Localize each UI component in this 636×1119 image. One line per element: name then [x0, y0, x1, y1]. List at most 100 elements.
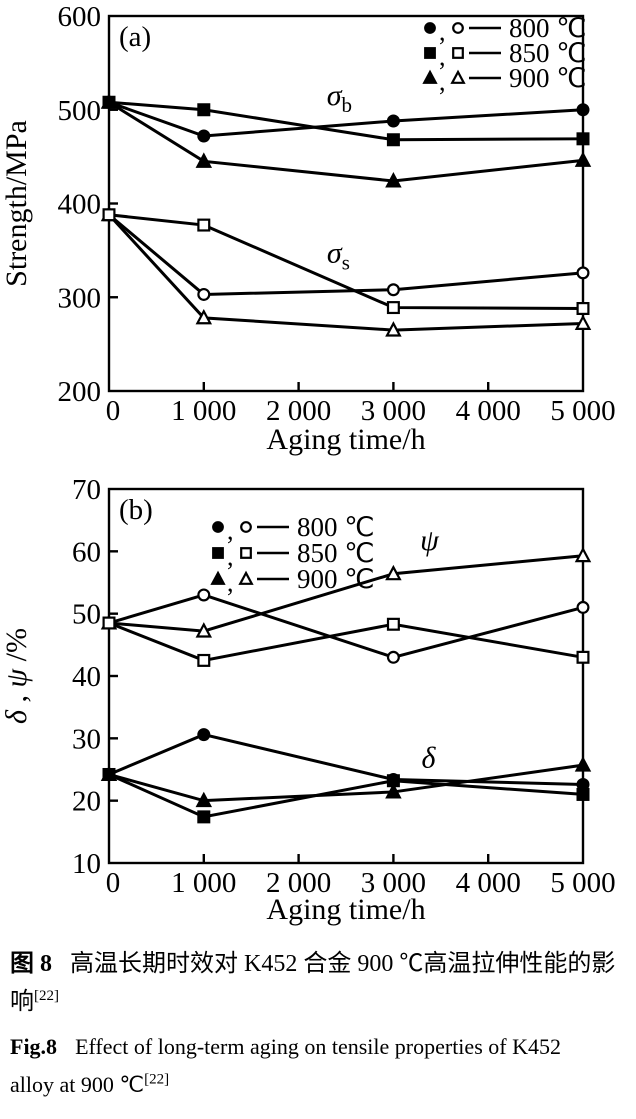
legend-marker-filled-triangle	[422, 69, 438, 84]
data-point-open-triangle	[574, 546, 592, 563]
legend-marker-filled-square	[424, 47, 436, 59]
x-axis-title: Aging time/h	[266, 423, 425, 456]
legend-marker-filled-square	[212, 547, 224, 559]
series-line	[108, 773, 584, 819]
data-point-filled-square	[197, 810, 211, 824]
data-point-filled-square	[386, 133, 400, 147]
legend-label: 800 ℃	[509, 13, 587, 43]
series-line	[108, 621, 584, 662]
data-point-filled-square	[197, 103, 211, 117]
series-line	[108, 763, 584, 803]
legend-comma: ,	[227, 516, 234, 545]
series-line	[108, 213, 584, 310]
x-tick-label: 1 000	[171, 395, 236, 427]
x-tick-label: 3 000	[361, 395, 426, 427]
legend-comma: ,	[439, 42, 446, 71]
legend-comma: ,	[227, 542, 234, 571]
y-tick-label: 10	[72, 848, 101, 880]
figure-caption: 图 8 高温长期时效对 K452 合金 900 ℃高温拉伸性能的影 响[22] F…	[10, 945, 632, 1104]
data-point-open-triangle	[195, 308, 213, 325]
caption-cn-figure-label: 图 8	[10, 951, 52, 977]
data-point-filled-triangle	[574, 151, 592, 167]
series-line	[108, 733, 584, 786]
y-tick-label: 60	[72, 536, 101, 568]
x-axis-title: Aging time/h	[266, 893, 425, 926]
series-line	[108, 100, 584, 138]
curve-group-label: δ	[421, 742, 436, 775]
series-line	[108, 554, 584, 633]
y-axis-title: Strength/MPa	[0, 120, 33, 287]
legend-marker-filled-circle	[424, 22, 436, 34]
x-tick-label: 1 000	[171, 867, 236, 899]
legend-marker-open-triangle	[238, 570, 254, 585]
y-tick-label: 300	[58, 282, 102, 314]
y-tick-label: 40	[72, 661, 101, 693]
caption-en-figure-label: Fig.8	[10, 1034, 58, 1059]
y-tick-label: 600	[58, 1, 102, 33]
data-point-filled-triangle	[574, 756, 592, 772]
data-point-filled-circle	[197, 129, 211, 143]
data-point-open-circle	[576, 266, 590, 280]
x-tick-label: 2 000	[266, 867, 331, 899]
legend-marker-open-square	[452, 47, 464, 59]
legend-marker-filled-triangle	[210, 570, 226, 585]
series-line	[107, 213, 584, 332]
y-tick-label: 30	[72, 723, 101, 755]
x-tick-label: 0	[106, 867, 121, 899]
data-point-filled-square	[102, 767, 116, 781]
data-point-filled-triangle	[195, 152, 213, 168]
y-tick-label: 500	[58, 95, 102, 127]
data-point-filled-triangle	[195, 791, 213, 808]
chart-panel-a-strength: 200 300 400 500 600 0 1 000 2 000 3 000 4 000 5 00…	[0, 0, 636, 456]
data-point-open-circle	[386, 283, 400, 297]
x-tick-label: 4 000	[456, 395, 521, 427]
y-axis-title: δ , ψ /%	[0, 628, 33, 724]
data-point-open-circle	[197, 588, 211, 602]
x-tick-label: 0	[106, 395, 121, 427]
series-line	[108, 593, 584, 659]
legend-comma: ,	[227, 568, 234, 597]
data-point-filled-circle	[197, 728, 211, 742]
data-point-open-square	[576, 650, 590, 664]
caption-en-text-cont: alloy at 900 ℃	[10, 1072, 145, 1097]
panel-label: (b)	[119, 494, 153, 526]
data-point-filled-triangle	[385, 172, 402, 188]
legend-comma: ,	[439, 67, 446, 96]
data-point-open-triangle	[385, 321, 402, 337]
legend-marker-open-square	[240, 547, 252, 559]
legend-marker-filled-circle	[212, 521, 224, 533]
data-point-filled-square	[576, 787, 590, 801]
caption-cn-line2: 响[22]	[10, 983, 632, 1021]
curve-group-label: ψ	[420, 524, 440, 557]
data-point-filled-square	[102, 95, 116, 109]
curve-group-label: σs	[327, 237, 350, 275]
legend-marker-open-circle	[452, 22, 464, 34]
data-point-filled-circle	[386, 114, 400, 128]
y-tick-label: 70	[72, 474, 101, 506]
legend-label: 850 ℃	[509, 38, 587, 68]
caption-en-line1: Fig.8 Effect of long-term aging on tensil…	[10, 1028, 632, 1066]
x-tick-label: 5 000	[550, 395, 615, 427]
data-point-filled-square	[576, 132, 590, 146]
caption-en-text: Effect of long-term aging on tensile pro…	[75, 1034, 561, 1059]
data-point-open-circle	[386, 650, 400, 664]
data-point-open-square	[576, 302, 590, 316]
data-point-open-square	[102, 208, 116, 222]
data-point-open-circle	[576, 600, 590, 614]
caption-cn-text: 高温长期时效对 K452 合金 900 ℃高温拉伸性能的影	[70, 951, 616, 977]
data-point-open-square	[386, 301, 400, 315]
series-line	[108, 213, 584, 296]
legend-marker-open-triangle	[450, 69, 466, 84]
series-line	[108, 100, 584, 183]
x-tick-label: 5 000	[550, 867, 615, 899]
legend-label: 800 ℃	[297, 512, 375, 542]
data-point-open-square	[197, 653, 211, 667]
caption-cn-line1: 图 8 高温长期时效对 K452 合金 900 ℃高温拉伸性能的影	[10, 945, 632, 983]
x-tick-label: 4 000	[456, 867, 521, 899]
x-tick-label: 3 000	[361, 867, 426, 899]
caption-cn-ref: [22]	[34, 988, 59, 1004]
legend-label: 900 ℃	[509, 63, 587, 93]
legend-label: 850 ℃	[297, 538, 375, 568]
curve-group-label: σb	[327, 79, 352, 117]
legend-marker-open-circle	[240, 521, 252, 533]
